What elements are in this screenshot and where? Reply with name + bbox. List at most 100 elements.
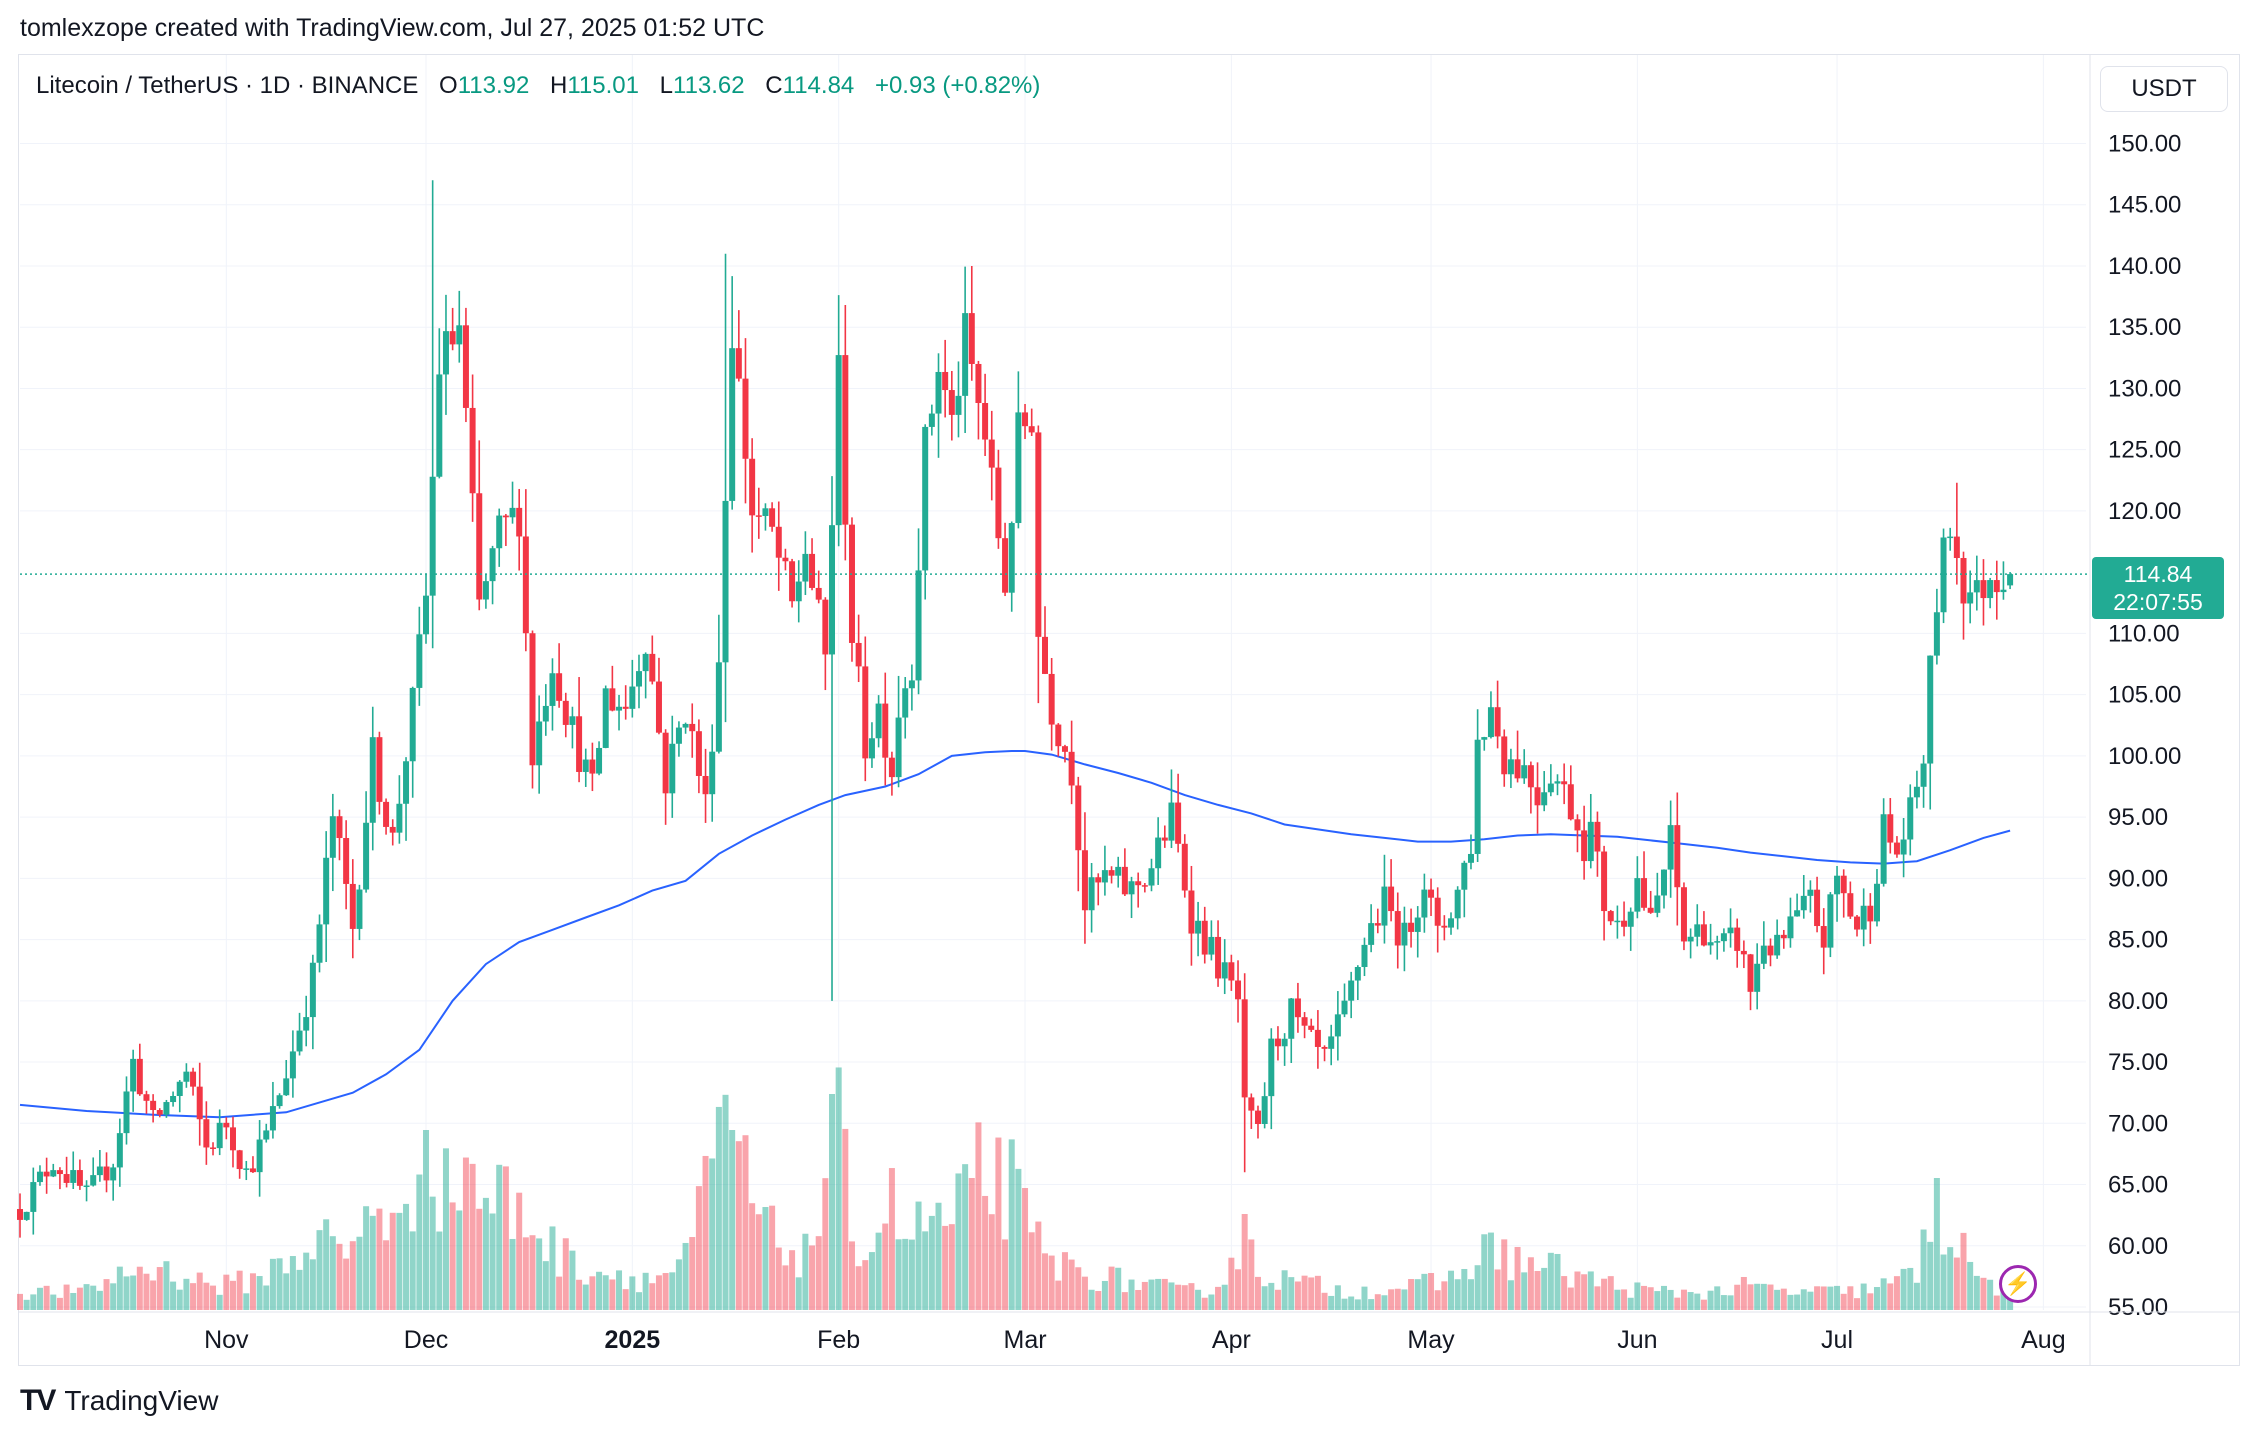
candle [795,560,802,623]
candle [1900,817,1907,878]
candle [1235,960,1242,1023]
volume-bar [376,1208,383,1310]
candle [855,614,862,683]
volume-bar [1374,1294,1381,1310]
volume-bar [609,1279,616,1310]
candle [323,831,330,962]
candle [769,502,776,532]
candle [156,1108,163,1118]
candle [1181,834,1188,898]
volume-bar [1281,1270,1288,1310]
lightning-icon[interactable]: ⚡ [1999,1265,2037,1303]
candle [1401,906,1408,972]
candle [1141,882,1148,893]
volume-bar [1754,1283,1761,1310]
volume-bar [1181,1285,1188,1310]
candle [742,338,749,504]
candle [749,438,756,553]
candle [1634,856,1641,919]
volume-bar [529,1235,536,1310]
candle [216,1109,223,1156]
volume-bar [882,1223,889,1310]
volume-bar [1947,1247,1954,1310]
candle [1081,812,1088,944]
volume-bar [829,1094,836,1310]
candle [1148,858,1155,892]
x-tick-label: Dec [404,1326,448,1354]
tradingview-brand[interactable]: TV TradingView [20,1384,218,1418]
volume-bar [715,1106,722,1310]
volume-bar [1774,1289,1781,1310]
candle [922,424,929,600]
candle [203,1101,210,1165]
candle [782,548,789,571]
volume-bar [1348,1296,1355,1310]
volume-bar [396,1212,403,1310]
candle [1308,1018,1315,1032]
candle [928,404,935,436]
volume-bar [303,1252,310,1310]
currency-selector[interactable]: USDT [2100,66,2228,112]
volume-bar [1840,1293,1847,1310]
volume-bar [223,1274,230,1310]
volume-bar [1201,1297,1208,1310]
volume-bar [1241,1214,1248,1310]
volume-bar [210,1285,217,1310]
candle [1527,761,1534,814]
volume-bar [1308,1277,1315,1310]
volume-bar [576,1279,583,1310]
volume-bar [263,1285,270,1310]
candle [582,748,589,787]
candle [995,449,1002,549]
volume-bar [589,1276,596,1310]
volume-bar [309,1259,316,1310]
candle [329,793,336,892]
candle [1694,904,1701,947]
volume-bar [276,1258,283,1310]
candle [1421,873,1428,933]
volume-bar [1967,1261,1974,1310]
candle [722,253,729,723]
candle [1847,881,1854,919]
candle [529,630,536,789]
candle [1827,892,1834,958]
volume-bar [1341,1298,1348,1310]
volume-bar [1002,1239,1009,1310]
volume-bar [23,1299,30,1310]
candle [1095,873,1102,906]
volume-bar [982,1195,989,1310]
candle [1647,890,1654,914]
candle [1860,888,1867,947]
volume-bar [722,1094,729,1310]
volume-bar [1321,1292,1328,1310]
volume-bar [1208,1294,1215,1310]
candle [1933,588,1940,665]
candle [1288,998,1295,1064]
symbol-title[interactable]: Litecoin / TetherUS · 1D · BINANCE [36,72,419,99]
volume-bar [1414,1279,1421,1310]
candle [882,672,889,786]
volume-bar [1707,1290,1714,1310]
volume-bar [1115,1267,1122,1310]
candle [642,652,649,699]
candle [988,410,995,501]
candle [96,1149,103,1182]
candle [702,748,709,823]
candle [23,1211,30,1221]
volume-bar [1075,1267,1082,1310]
volume-bar [1747,1284,1754,1310]
volume-bar [1108,1266,1115,1310]
candle [729,276,736,510]
volume-bar [669,1272,676,1310]
candle [662,729,669,825]
volume-bar [1953,1257,1960,1310]
volume-bar [1780,1288,1787,1310]
candle [1880,798,1887,887]
candle [76,1159,83,1190]
candle [343,820,350,910]
candle [356,884,363,941]
candle [17,1193,23,1238]
volume-bar [143,1273,150,1310]
y-tick-label: 105.00 [2108,682,2181,709]
